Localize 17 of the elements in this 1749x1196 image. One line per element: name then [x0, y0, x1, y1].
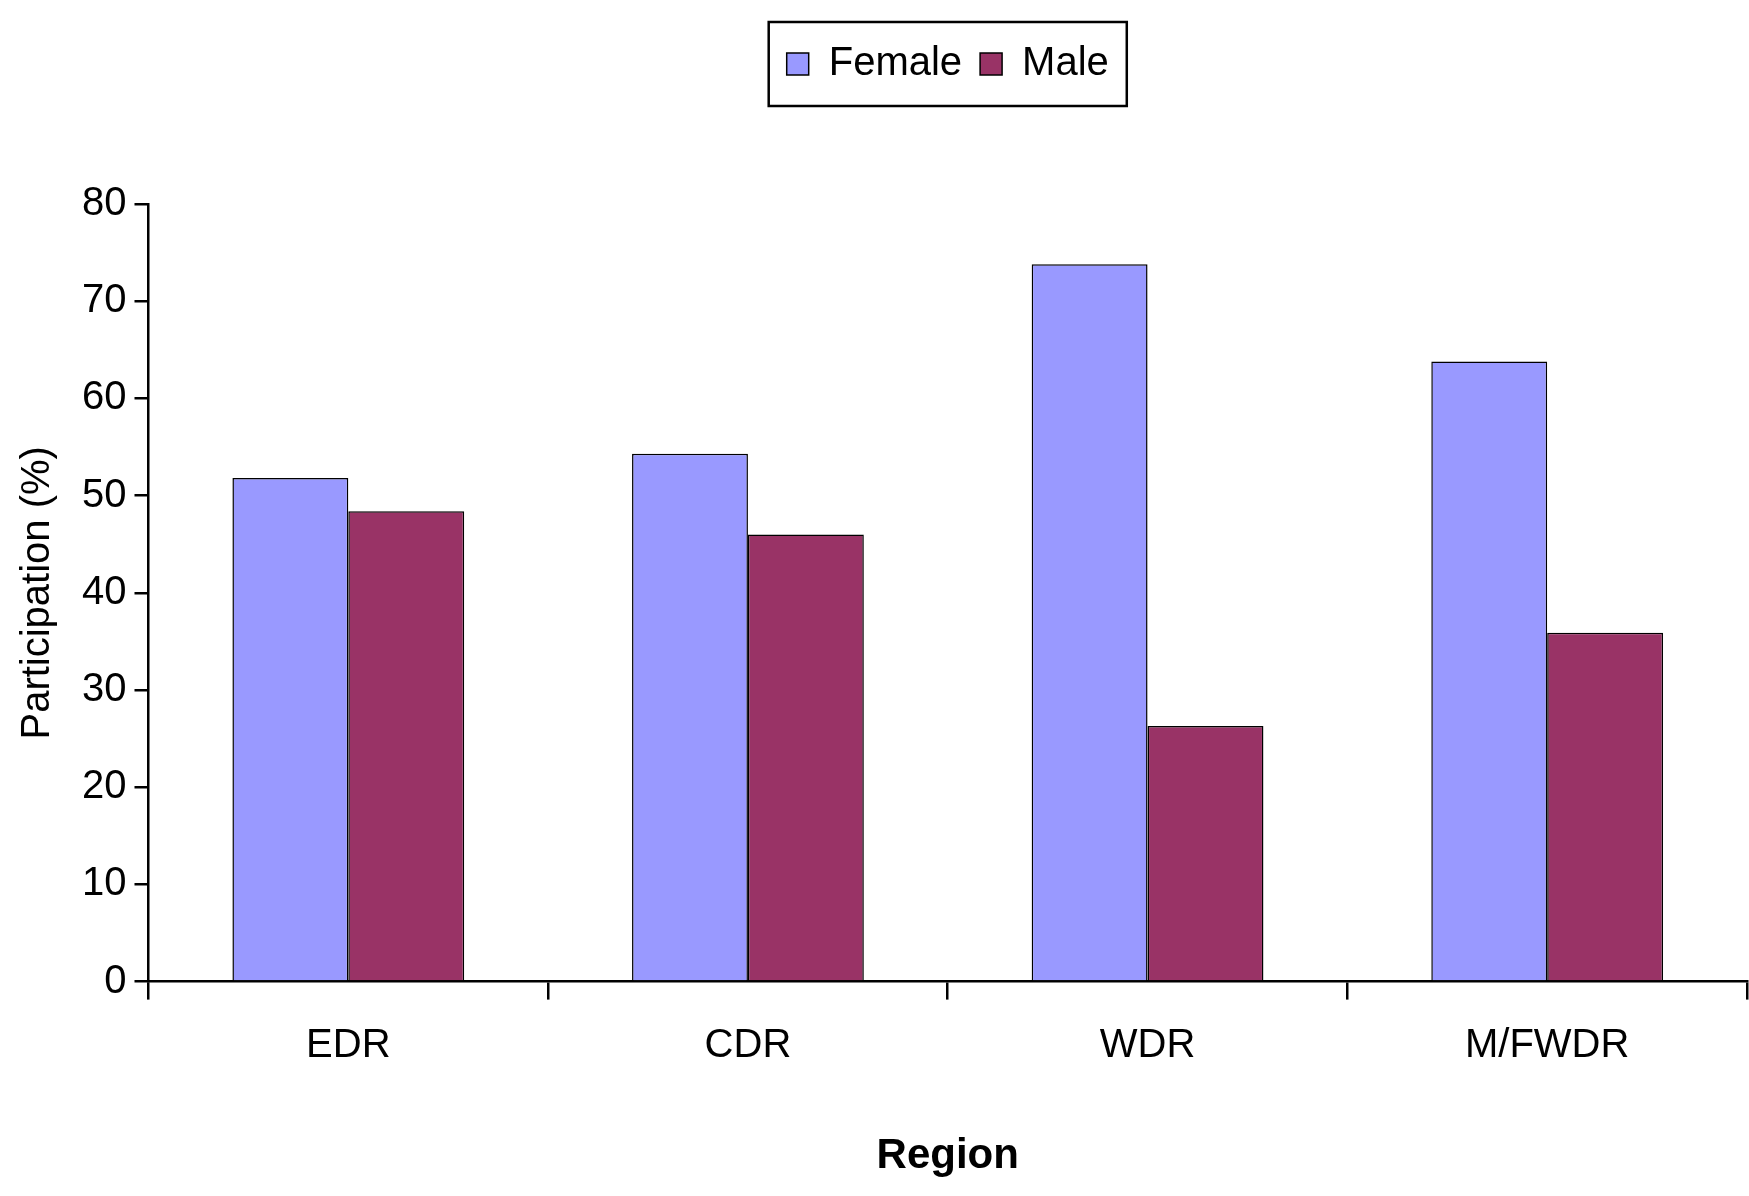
legend-label: Male [1022, 39, 1109, 84]
y-tick-label: 80 [81, 179, 127, 224]
x-tick-label: WDR [1099, 1020, 1196, 1065]
x-tick-label: EDR [306, 1020, 391, 1065]
y-tick-label: 30 [81, 665, 127, 710]
y-tick-label: 10 [81, 859, 127, 904]
y-tick-label: 60 [81, 373, 127, 418]
legend-label: Female [828, 39, 963, 84]
y-tick-label: 0 [104, 956, 127, 1001]
x-axis-title: Region [876, 1130, 1019, 1178]
x-tick-label: M/FWDR [1464, 1020, 1630, 1065]
y-tick-label: 40 [81, 567, 127, 612]
y-tick-label: 50 [81, 470, 127, 515]
y-tick-label: 20 [81, 762, 127, 807]
x-tick-label: CDR [704, 1020, 792, 1065]
y-tick-label: 70 [81, 276, 127, 321]
y-axis-title: Participation (%) [13, 446, 58, 740]
